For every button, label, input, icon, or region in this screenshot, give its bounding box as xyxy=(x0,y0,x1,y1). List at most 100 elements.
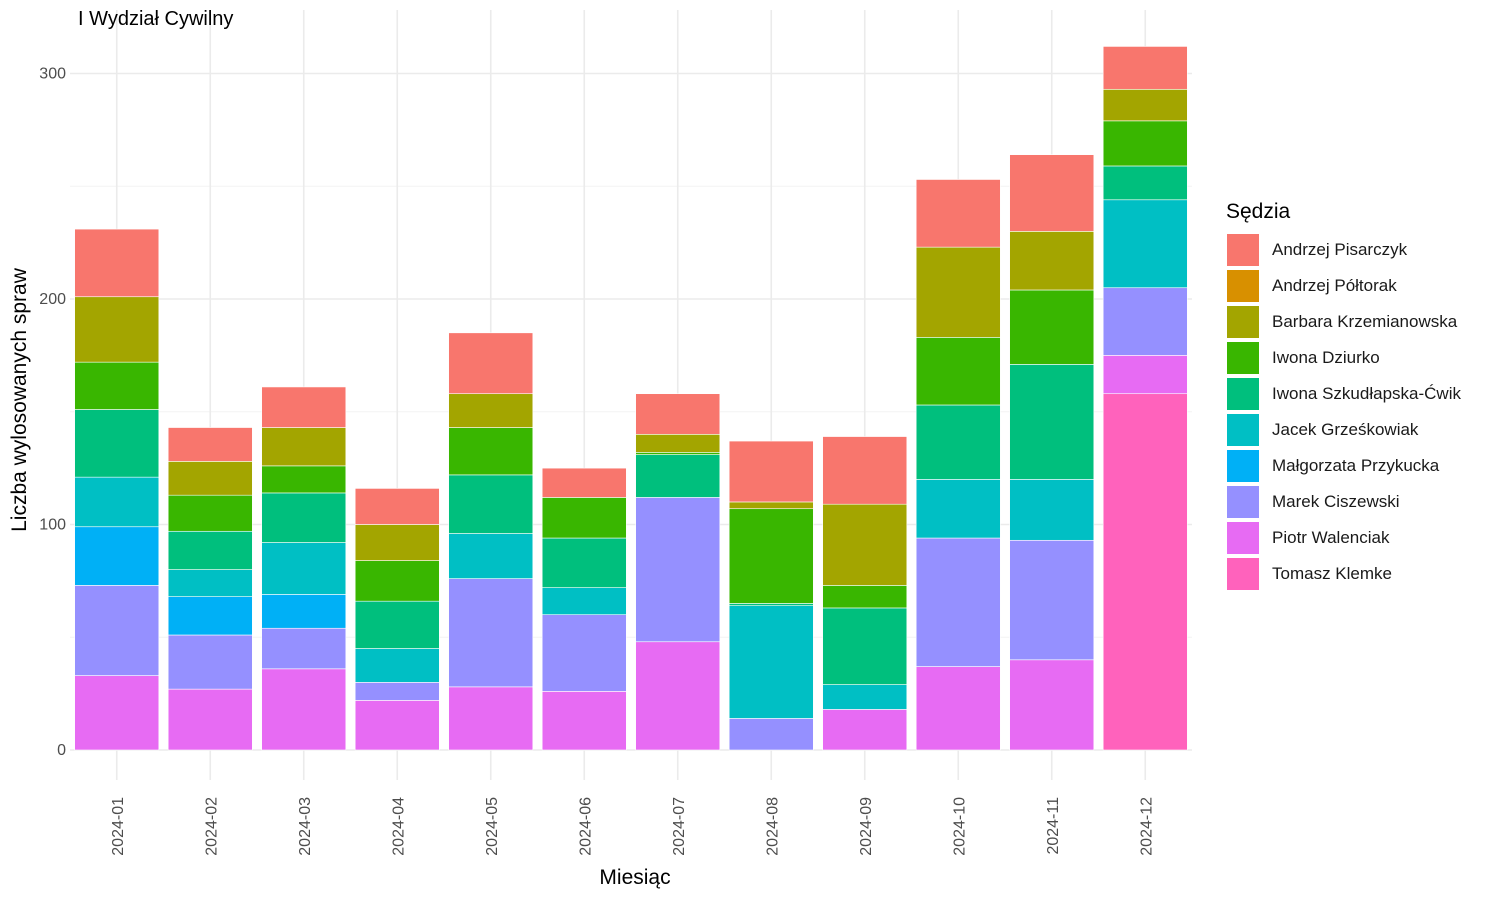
x-tick-label: 2024-10 xyxy=(951,797,968,856)
bar-segment xyxy=(728,605,814,719)
legend-key-swatch xyxy=(1226,269,1260,303)
legend-label: Marek Ciszewski xyxy=(1272,492,1400,511)
legend-label: Iwona Dziurko xyxy=(1272,348,1380,367)
bar-segment xyxy=(74,526,160,586)
bar-segment xyxy=(635,497,721,643)
bar-segment xyxy=(822,684,908,710)
bar-segment xyxy=(541,537,627,588)
legend-label: Tomasz Klemke xyxy=(1272,564,1392,583)
legend-title: Sędzia xyxy=(1226,200,1291,223)
legend-item: Iwona Dziurko xyxy=(1226,340,1461,376)
bar-segment xyxy=(448,332,534,395)
bar-segment xyxy=(1102,355,1188,395)
bar-segment xyxy=(167,634,253,690)
legend-item: Piotr Walenciak xyxy=(1226,520,1461,556)
bar-segment xyxy=(261,427,347,467)
bar-segment xyxy=(1009,364,1095,480)
bar-segment xyxy=(822,503,908,586)
bar-segment xyxy=(448,533,534,579)
bar-segment xyxy=(167,427,253,462)
bar-segment xyxy=(74,361,160,410)
legend-key-swatch xyxy=(1226,413,1260,447)
bar-segment xyxy=(74,585,160,676)
bar-segment xyxy=(915,337,1001,406)
x-axis-title: Miesiąc xyxy=(599,866,671,889)
bar-segment xyxy=(635,433,721,453)
legend-item: Marek Ciszewski xyxy=(1226,484,1461,520)
bar-segment xyxy=(354,700,440,751)
legend-label: Małgorzata Przykucka xyxy=(1272,456,1440,475)
bar-segment xyxy=(448,686,534,751)
bar-segment xyxy=(1102,393,1188,751)
legend-item: Jacek Grześkowiak xyxy=(1226,412,1461,448)
bar-segment xyxy=(261,542,347,595)
x-tick-label: 2024-12 xyxy=(1138,797,1155,856)
bar-segment xyxy=(541,614,627,692)
legend-label: Iwona Szkudłapska-Ćwik xyxy=(1272,384,1461,403)
bar-segment xyxy=(261,627,347,670)
bar-segment xyxy=(167,596,253,636)
legend-key-swatch xyxy=(1226,233,1260,267)
bar-segment xyxy=(1102,88,1188,122)
x-tick-label: 2024-06 xyxy=(577,797,594,856)
bar-segment xyxy=(728,508,814,604)
bar-segment xyxy=(167,688,253,751)
bar-segment xyxy=(822,436,908,505)
bar-segment xyxy=(822,709,908,751)
bar-segment xyxy=(261,386,347,428)
x-tick-label: 2024-01 xyxy=(110,797,127,856)
y-tick-label: 0 xyxy=(57,742,66,759)
y-tick-label: 300 xyxy=(39,66,66,83)
legend-key-swatch xyxy=(1226,341,1260,375)
y-axis-ticks: 0 100 200 300 xyxy=(39,66,66,760)
bar-segment xyxy=(354,524,440,561)
bar-segment xyxy=(915,537,1001,667)
legend-item: Andrzej Półtorak xyxy=(1226,268,1461,304)
bar-segment xyxy=(448,393,534,428)
bar-segment xyxy=(635,641,721,751)
legend-key-swatch xyxy=(1226,377,1260,411)
legend-key-swatch xyxy=(1226,305,1260,339)
bar-segment xyxy=(354,560,440,602)
legend-key-swatch xyxy=(1226,485,1260,519)
bar-segment xyxy=(261,594,347,629)
legend: Sędzia Andrzej Pisarczyk Andrzej Półtorak… xyxy=(1226,200,1461,592)
bar-segment xyxy=(261,492,347,543)
x-tick-label: 2024-03 xyxy=(297,797,314,856)
legend-label: Piotr Walenciak xyxy=(1272,528,1390,547)
bar-segment xyxy=(728,603,814,606)
x-tick-label: 2024-07 xyxy=(671,797,688,856)
x-tick-label: 2024-11 xyxy=(1045,797,1062,855)
bars xyxy=(74,46,1188,751)
x-axis-ticks: 2024-01 2024-02 2024-03 2024-04 2024-05 2024-… xyxy=(110,797,1156,856)
bar-segment xyxy=(915,479,1001,539)
legend-key-swatch xyxy=(1226,557,1260,591)
legend-key-swatch xyxy=(1226,449,1260,483)
bar-segment xyxy=(541,467,627,498)
bar-segment xyxy=(448,474,534,534)
bar-segment xyxy=(822,585,908,609)
legend-label: Barbara Krzemianowska xyxy=(1272,312,1458,331)
bar-segment xyxy=(915,246,1001,338)
bar-segment xyxy=(261,668,347,751)
y-tick-label: 100 xyxy=(39,517,66,534)
bar-segment xyxy=(74,675,160,751)
bar-segment xyxy=(1009,289,1095,365)
legend-item: Małgorzata Przykucka xyxy=(1226,448,1461,484)
bar-segment xyxy=(1009,659,1095,751)
bar-segment xyxy=(167,530,253,570)
bar-segment xyxy=(448,578,534,688)
bar-segment xyxy=(915,666,1001,751)
bar-segment xyxy=(541,691,627,751)
bar-segment xyxy=(1102,199,1188,289)
bar-segment xyxy=(354,682,440,701)
bar-segment xyxy=(354,488,440,525)
bar-segment xyxy=(541,587,627,616)
bar-segment xyxy=(74,476,160,528)
legend-key-swatch xyxy=(1226,521,1260,555)
bar-segment xyxy=(822,607,908,685)
bar-segment xyxy=(635,454,721,498)
bar-segment xyxy=(1102,287,1188,356)
bar-segment xyxy=(1009,154,1095,232)
bar-segment xyxy=(354,600,440,649)
